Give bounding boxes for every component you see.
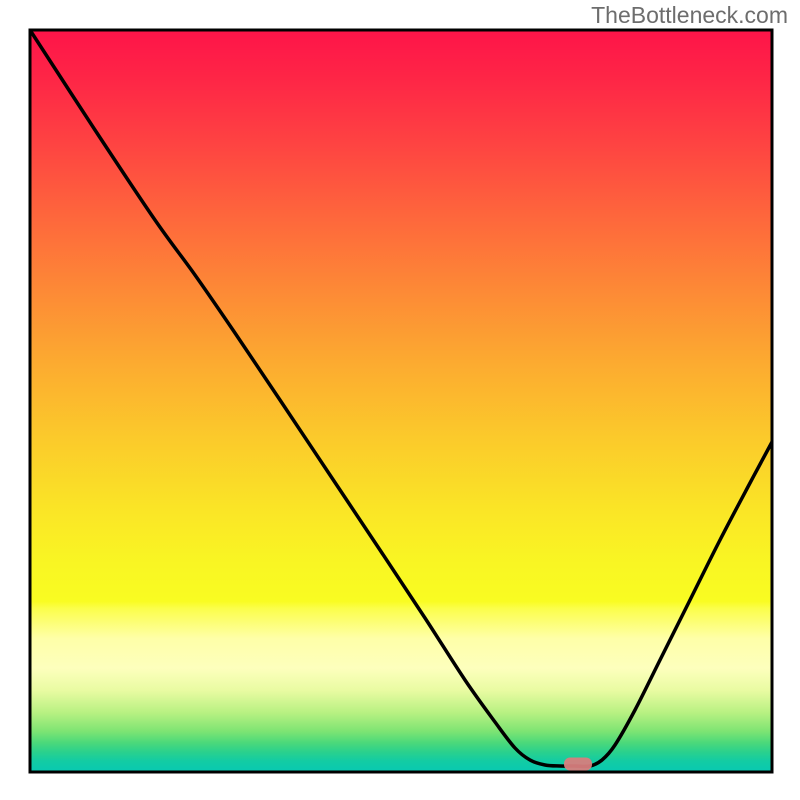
chart-container: TheBottleneck.com [0, 0, 800, 800]
watermark-text: TheBottleneck.com [591, 2, 788, 29]
bottleneck-chart [0, 0, 800, 800]
optimal-marker [564, 758, 592, 771]
